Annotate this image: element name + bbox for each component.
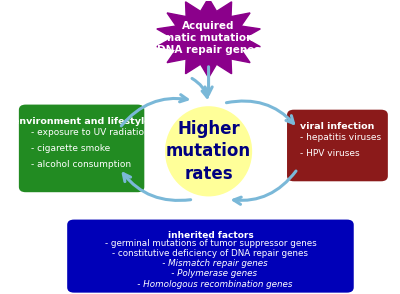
Ellipse shape [165,106,252,196]
FancyBboxPatch shape [67,220,354,293]
Text: - cigarette smoke: - cigarette smoke [31,144,111,153]
Text: Higher
mutation
rates: Higher mutation rates [166,120,251,183]
Text: - hepatitis viruses: - hepatitis viruses [300,133,381,142]
Polygon shape [157,0,260,78]
Text: - Mismatch repair genes: - Mismatch repair genes [154,259,267,268]
FancyBboxPatch shape [19,105,144,192]
Text: - HPV viruses: - HPV viruses [300,149,359,158]
Text: - germinal mutations of tumor suppressor genes: - germinal mutations of tumor suppressor… [104,239,316,248]
Text: - constitutive deficiency of DNA repair genes: - constitutive deficiency of DNA repair … [112,249,308,258]
Text: viral infection: viral infection [300,122,375,131]
Text: inherited factors: inherited factors [168,231,253,240]
Text: - exposure to UV radiation: - exposure to UV radiation [31,128,150,137]
Text: Acquired
somatic mutation in
DNA repair genes: Acquired somatic mutation in DNA repair … [150,21,268,55]
FancyBboxPatch shape [287,110,388,181]
Text: - alcohol consumption: - alcohol consumption [31,160,132,169]
Text: environment and lifestyle: environment and lifestyle [13,117,150,126]
Text: - Polymerase genes: - Polymerase genes [164,269,258,278]
Text: - Homologous recombination genes: - Homologous recombination genes [129,280,292,288]
